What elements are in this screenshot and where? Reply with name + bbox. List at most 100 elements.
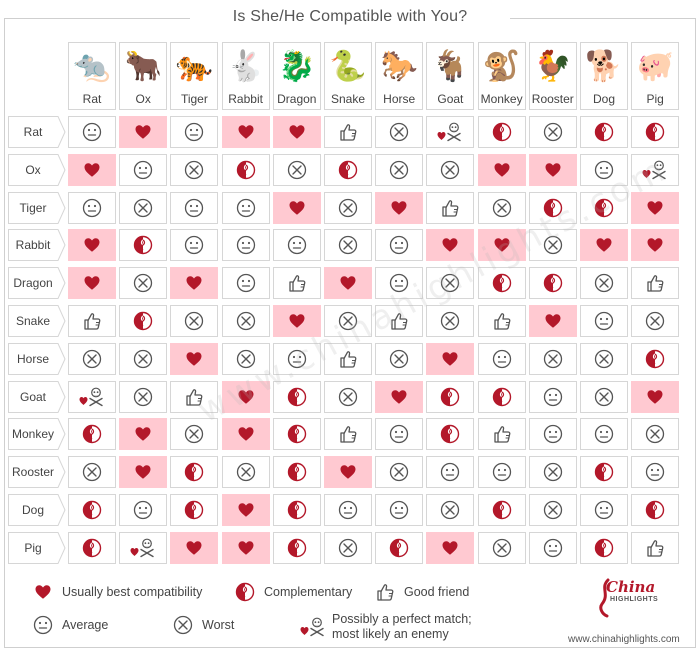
average-icon [389,235,409,255]
complementary-icon [492,122,512,142]
cell-tiger-pig [631,191,680,224]
column-label: Dragon [277,92,317,106]
cell-ox-dog [580,153,628,186]
cell-goat-horse [375,380,424,413]
row-header-pig: Pig [8,531,66,564]
row-arrow-shape [8,229,66,262]
row-arrow-shape [8,153,66,186]
best-icon [390,199,408,217]
row-label: Dragon [13,276,53,291]
average-icon [184,198,204,218]
row-header-ox: Ox [8,153,66,186]
rooster-icon: 🐓 [534,50,572,83]
worst-icon [82,349,102,369]
row-header-goat: Goat [8,380,66,413]
best-icon [288,199,306,217]
cell-snake-rooster [528,305,577,337]
cell-dragon-dog [580,267,628,300]
cell-goat-snake [324,380,372,413]
brand-url[interactable]: www.chinahighlights.com [568,634,680,645]
good-icon [338,122,358,142]
average-icon [492,349,512,369]
row-label: Snake [15,314,51,328]
good-icon [389,311,409,331]
cell-rabbit-monkey [477,229,526,262]
complementary-icon [287,387,307,407]
best-icon [339,463,357,481]
cell-rooster-tiger [170,456,219,489]
row-arrow-shape [8,418,66,451]
dog-icon: 🐕 [585,50,623,83]
cell-pig-pig [631,531,680,564]
column-header-ox: 🐂 Ox [119,42,168,110]
cell-goat-dog [580,380,628,413]
worst-icon [543,349,563,369]
legend-average-label: Average [62,618,109,632]
complementary-icon [645,122,665,142]
brand-swirl-icon [599,578,610,618]
cell-tiger-monkey [477,191,526,224]
row-arrow-shape [8,267,66,300]
row-label: Monkey [11,427,55,442]
column-label: Dog [592,92,615,106]
average-icon [543,387,563,407]
cell-rat-dog [580,116,628,148]
cell-rabbit-goat [426,229,475,262]
average-icon [184,235,204,255]
cell-goat-rat [68,380,116,413]
best-icon [134,123,152,141]
cell-tiger-rat [68,191,116,224]
goat-icon: 🐐 [431,50,470,83]
cell-rat-monkey [477,116,526,148]
best-icon [237,425,255,443]
worst-icon [133,198,153,218]
worst-icon [236,349,256,369]
cell-rat-rabbit [221,116,270,148]
complementary-icon [492,273,512,293]
cell-goat-monkey [477,380,526,413]
column-header-pig: 🐖 Pig [631,42,680,110]
perfect-enemy-icon [437,121,463,143]
cell-pig-dragon [272,531,321,564]
column-header-dog: 🐕 Dog [580,42,628,110]
complementary-icon [492,500,512,520]
average-icon [287,235,307,255]
worst-icon [338,387,358,407]
cell-monkey-goat [426,418,475,451]
cell-snake-horse [375,305,424,337]
best-icon [288,123,306,141]
worst-icon [440,273,460,293]
column-label: Pig [646,92,664,106]
cell-monkey-ox [119,418,168,451]
complementary-icon [338,160,358,180]
average-icon [594,160,614,180]
average-icon [594,500,614,520]
average-icon [543,538,563,558]
best-icon [185,539,203,557]
worst-icon [287,160,307,180]
cell-rabbit-dragon [272,229,321,262]
cell-monkey-horse [375,418,424,451]
best-icon [646,236,664,254]
worst-icon [338,198,358,218]
column-header-dragon: 🐉 Dragon [272,42,321,110]
cell-dog-ox [119,494,168,526]
cell-tiger-rabbit [221,191,270,224]
cell-goat-rabbit [221,380,270,413]
best-icon [237,539,255,557]
cell-rooster-pig [631,456,680,489]
cell-goat-ox [119,380,168,413]
cell-goat-tiger [170,380,219,413]
cell-goat-pig [631,380,680,413]
cell-monkey-dog [580,418,628,451]
legend-best: Usually best compatibility [30,580,202,604]
complementary-icon [440,424,460,444]
cell-horse-dog [580,342,628,375]
legend-complementary: Complementary [232,580,352,604]
good-icon [82,311,102,331]
best-icon [237,388,255,406]
cell-ox-horse [375,153,424,186]
good-icon [338,424,358,444]
row-label: Tiger [19,200,47,215]
row-header-rabbit: Rabbit [8,229,66,262]
